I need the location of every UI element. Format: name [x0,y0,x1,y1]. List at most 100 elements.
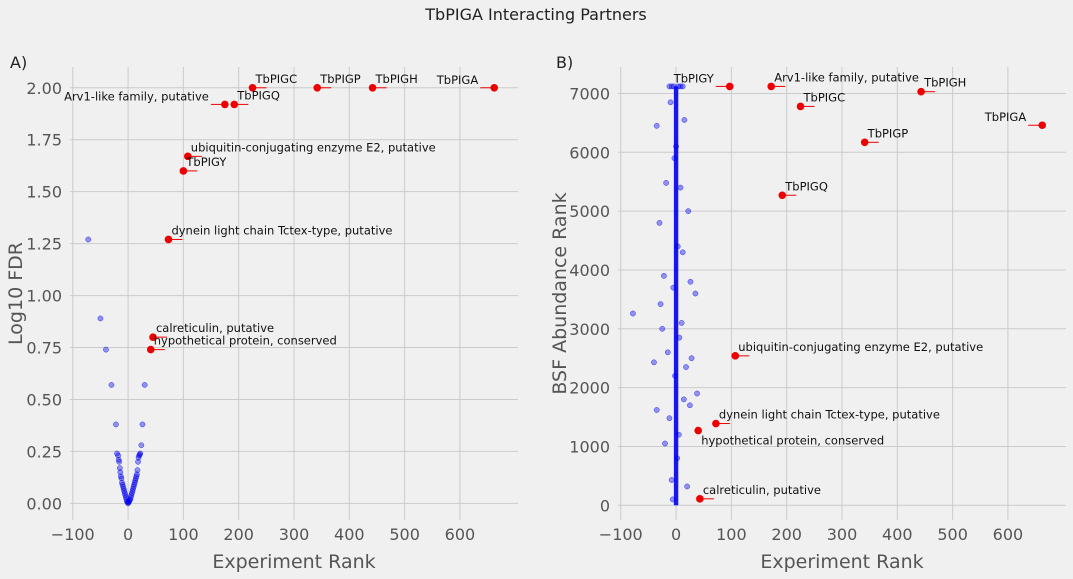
data-point [135,454,142,461]
data-point [126,497,133,504]
y-tick-label: 0 [600,496,610,515]
data-point [666,83,673,90]
hit-point [164,235,173,244]
hit-point [778,191,787,200]
data-point [687,402,693,409]
data-point [133,473,140,480]
hit-label: dynein light chain Tctex-type, putative [171,223,392,237]
data-point [97,315,104,322]
y-tick-label: 1.50 [26,183,62,202]
hit-point [221,100,229,109]
data-point [132,475,139,482]
hit-point [179,167,188,175]
panel-label: B) [556,53,573,72]
data-point [653,122,660,129]
data-point [664,349,671,356]
data-point [118,475,125,482]
data-point [674,243,681,250]
hit-label: hypothetical protein, conserved [701,434,884,448]
data-point [127,494,134,500]
data-point [118,473,124,480]
hit-point [184,152,192,161]
data-point [119,479,125,486]
data-point [661,273,667,279]
y-tick-label: 4000 [569,261,610,280]
hit-label: TbPIGA [984,110,1027,124]
x-tick-label: 600 [993,525,1024,544]
y-axis-label: BSF Abundance Rank [549,192,571,394]
hit-label: calreticulin, putative [156,321,274,335]
x-tick-label: −100 [599,525,643,544]
x-tick-label: 0 [671,525,681,544]
data-point [687,278,694,285]
data-point [670,284,677,291]
x-tick-label: 400 [882,525,913,544]
data-point [134,467,141,473]
y-tick-label: 1.00 [26,287,62,306]
x-tick-label: 500 [937,525,968,544]
data-point [671,83,677,90]
data-point [669,496,676,503]
data-point [108,382,115,388]
data-point [120,485,127,492]
hit-point [696,495,704,503]
data-point [139,421,146,428]
hit-label: calreticulin, putative [703,483,821,497]
data-point [692,290,699,297]
y-tick-label: 0.50 [26,390,62,409]
data-point [674,455,681,462]
y-tick-label: 3000 [569,320,610,339]
data-point [129,488,136,494]
data-point [678,320,685,326]
figure-title: TbPIGA Interacting Partners [424,5,646,24]
hit-label: TbPIGQ [236,88,280,102]
data-point [671,155,678,162]
data-point [136,451,143,458]
data-point [681,117,688,123]
hit-point [767,82,776,91]
hit-point [796,102,805,111]
hit-point [368,83,377,92]
x-tick-label: 100 [168,525,199,544]
x-tick-label: 300 [279,525,310,544]
data-point [128,492,135,498]
data-point [672,373,678,379]
hit-label: TbPIGP [319,72,361,86]
hit-point [694,426,702,435]
x-tick-label: 200 [223,525,254,544]
data-point [135,458,141,465]
panel-a: −100 0 100 200 300 400 500 600 0.00 0.25 0.50 0.75 1… [5,53,518,573]
hit-label: Arv1-like family, putative [64,89,209,103]
hit-point [149,333,157,341]
data-point [675,431,682,438]
hit-label: ubiquitin-conjugating enzyme E2, putativ… [191,140,436,154]
data-point [132,477,139,484]
hit-label: TbPIGQ [784,179,828,193]
y-tick-label: 7000 [569,84,610,103]
y-tick-label: 1000 [569,437,610,456]
data-point [656,220,663,226]
data-point [131,481,138,488]
x-axis-label: Experiment Rank [212,551,375,573]
data-point [138,442,145,449]
x-tick-label: 500 [389,525,420,544]
data-point [663,180,669,186]
hit-label: TbPIGY [673,71,715,85]
data-point [630,310,636,317]
data-point [675,83,682,90]
hit-point [917,87,925,96]
x-tick-label: −100 [51,525,95,544]
panel-label: A) [10,53,27,72]
hit-label: hypothetical protein, conserved [154,334,337,348]
y-axis-label: Log10 FDR [5,242,27,345]
hit-point [725,82,734,91]
x-axis-label: Experiment Rank [760,551,923,573]
data-point [121,488,128,494]
data-point [122,492,129,498]
data-point [653,407,660,413]
data-point [685,208,692,214]
hit-label: TbPIGC [803,90,846,104]
y-tick-label: 2.00 [26,79,62,98]
dense-point-column [673,86,679,506]
